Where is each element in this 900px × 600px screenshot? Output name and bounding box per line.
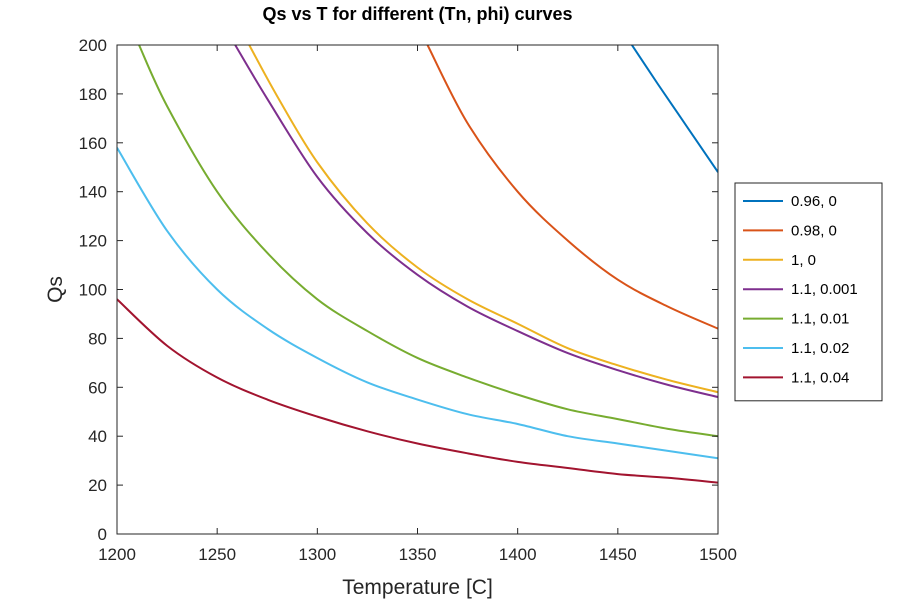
x-tick-label: 1350 xyxy=(399,545,437,564)
legend-label-4: 1.1, 0.001 xyxy=(791,281,858,298)
y-tick-label: 140 xyxy=(79,183,107,202)
x-tick-label: 1500 xyxy=(699,545,737,564)
series-line-6 xyxy=(117,147,718,460)
axes-layer: 1200 1250 1300 1350 1400 1450 1500 0 20 40 60 80 100… xyxy=(79,36,737,564)
x-tick-label: 1300 xyxy=(298,545,336,564)
x-axis-label: Temperature [C] xyxy=(342,576,493,599)
x-tick-label: 1450 xyxy=(599,545,637,564)
series-line-5 xyxy=(138,45,718,438)
legend-label-6: 1.1, 0.02 xyxy=(791,340,849,357)
y-tick-label: 80 xyxy=(88,329,107,348)
legend-label-2: 0.98, 0 xyxy=(791,222,837,239)
series-line-3 xyxy=(248,45,718,394)
y-tick-label: 60 xyxy=(88,378,107,397)
chart-title: Qs vs T for different (Tn, phi) curves xyxy=(262,4,572,24)
series-line-2 xyxy=(426,45,718,330)
x-tick-label: 1200 xyxy=(98,545,136,564)
y-tick-label: 180 xyxy=(79,85,107,104)
legend-label-7: 1.1, 0.04 xyxy=(791,369,849,386)
series-line-4 xyxy=(234,45,718,399)
y-tick-label: 20 xyxy=(88,476,107,495)
y-axis-label: Qs xyxy=(44,276,67,303)
y-tick-label: 40 xyxy=(88,427,107,446)
legend-label-1: 0.96, 0 xyxy=(791,193,837,210)
legend-label-5: 1.1, 0.01 xyxy=(791,311,849,328)
series-layer xyxy=(117,45,718,484)
x-tick-label: 1250 xyxy=(198,545,236,564)
legend-box xyxy=(734,182,883,402)
x-tick-label: 1400 xyxy=(499,545,537,564)
legend: 0.96, 0 0.98, 0 1, 0 1.1, 0.001 1.1, 0.01 1.1… xyxy=(734,182,883,402)
series-line-7 xyxy=(117,298,718,484)
y-tick-label: 200 xyxy=(79,36,107,55)
y-tick-label: 100 xyxy=(79,281,107,300)
plot-area xyxy=(117,45,718,534)
plot-background xyxy=(117,45,718,534)
y-tick-label: 120 xyxy=(79,232,107,251)
y-tick-label: 160 xyxy=(79,134,107,153)
legend-label-3: 1, 0 xyxy=(791,252,816,269)
series-line-1 xyxy=(631,45,718,173)
y-tick-label: 0 xyxy=(98,525,107,544)
